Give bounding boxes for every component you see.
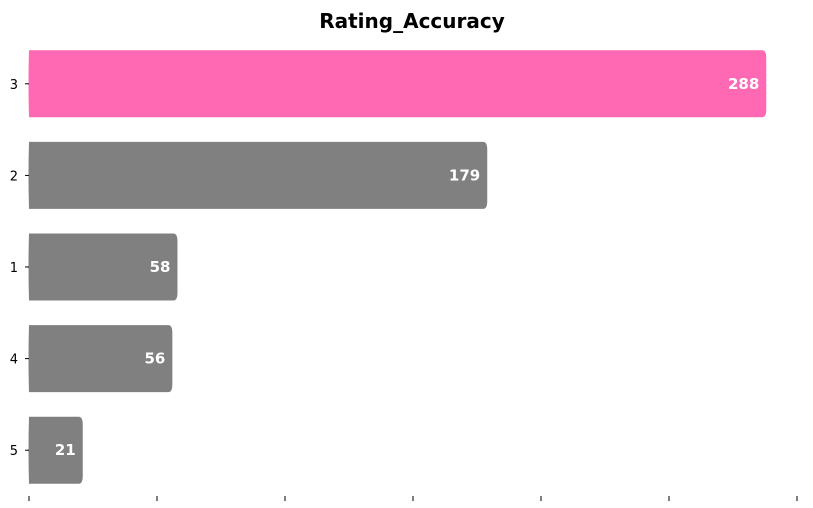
- data-label-4: 56: [144, 350, 165, 368]
- bar-3: [28, 50, 767, 118]
- chart-title: Rating_Accuracy: [319, 9, 505, 33]
- data-label-2: 179: [449, 166, 480, 184]
- y-tick-label-2: 2: [10, 169, 18, 184]
- y-axis-ticks: 3 2 1 4 5: [10, 78, 29, 459]
- bar-2: [28, 141, 488, 209]
- y-tick-label-1: 1: [10, 261, 18, 276]
- data-label-5: 21: [55, 441, 76, 459]
- bar-1: [28, 233, 178, 301]
- bar-5: [28, 416, 83, 484]
- bar-4: [28, 325, 173, 393]
- x-axis-ticks: [28, 496, 798, 501]
- y-tick-label-4: 4: [10, 353, 18, 368]
- y-tick-label-3: 3: [10, 78, 18, 93]
- data-label-1: 58: [150, 258, 171, 276]
- data-label-3: 288: [728, 75, 759, 93]
- y-tick-label-5: 5: [10, 444, 18, 459]
- bars-layer: 288 179 58 56 21: [28, 50, 767, 484]
